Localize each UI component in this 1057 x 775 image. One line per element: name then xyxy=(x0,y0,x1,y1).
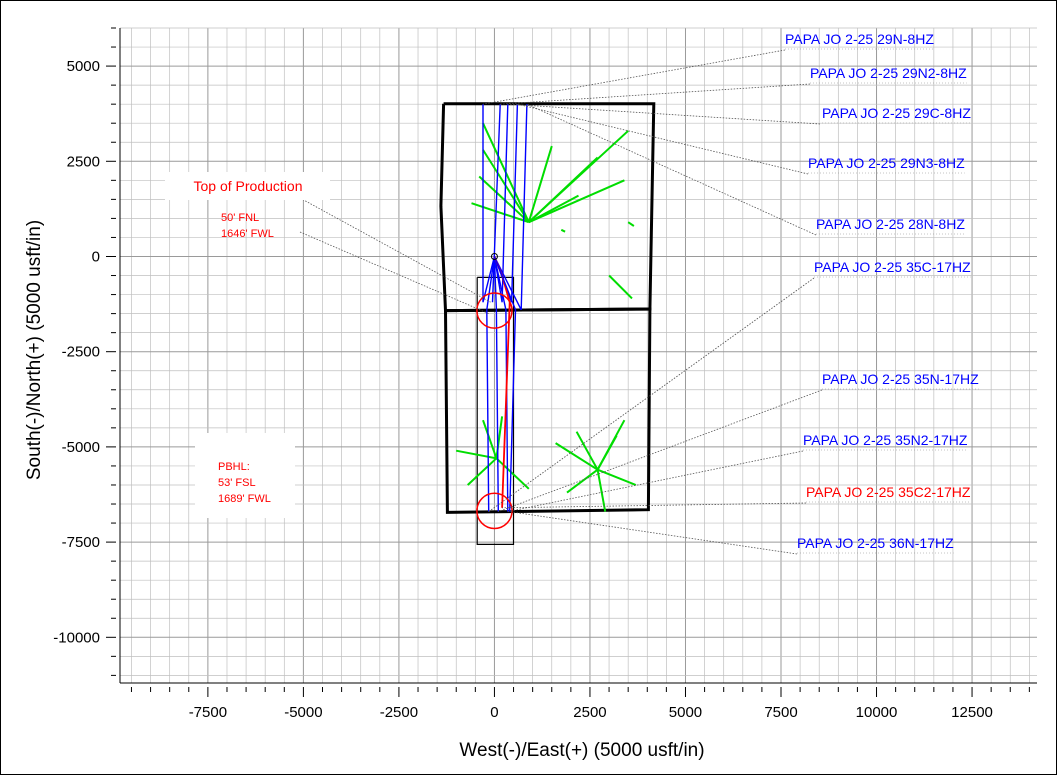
offset-well-path xyxy=(527,145,553,223)
pbhl-line: 1689' FWL xyxy=(218,493,271,505)
offset-well-path xyxy=(608,274,633,300)
well-label: PAPA JO 2-25 36N-17HZ xyxy=(797,535,954,551)
offset-well-path xyxy=(596,469,607,512)
y-tick-label: 5000 xyxy=(67,58,100,75)
section-boundary xyxy=(444,307,652,514)
pbhl-line: 53' FSL xyxy=(218,477,256,489)
section-boundaries xyxy=(439,102,656,546)
offset-well-path xyxy=(471,202,530,224)
well-path xyxy=(482,104,496,303)
top-of-production-line: 50' FNL xyxy=(221,212,259,224)
leader-line xyxy=(498,389,823,513)
top-of-production-title: Top of Production xyxy=(194,178,303,194)
leader-line xyxy=(488,277,815,512)
offset-well-path xyxy=(566,468,599,494)
well-path xyxy=(486,256,496,512)
offset-well-path xyxy=(528,156,599,223)
offset-well-path xyxy=(627,221,635,227)
x-tick-label: -2500 xyxy=(380,704,418,721)
offset-well-path xyxy=(495,457,530,490)
well-path xyxy=(493,256,509,512)
x-tick-label: 0 xyxy=(490,704,498,721)
leader-line xyxy=(299,197,491,303)
y-tick-label: -7500 xyxy=(62,534,100,551)
well-path xyxy=(493,256,499,512)
top-of-production-line: 1646' FWL xyxy=(221,228,274,240)
leader-line xyxy=(507,103,821,125)
x-tick-label: 5000 xyxy=(669,704,702,721)
pbhl-line: PBHL: xyxy=(218,461,250,473)
x-tick-label: -7500 xyxy=(189,704,227,721)
well-path xyxy=(493,256,517,512)
tick-layer: -7500 -5000 -2500 0 2500 5000 7500 10000 12500 50… xyxy=(53,27,1037,721)
offset-well-path xyxy=(555,442,599,471)
well-label: PAPA JO 2-25 29N3-8HZ xyxy=(808,155,965,171)
well-path xyxy=(491,104,501,303)
x-tick-label: 10000 xyxy=(856,704,898,721)
well-label: PAPA JO 2-25 28N-8HZ xyxy=(816,216,965,232)
note-box xyxy=(195,433,295,518)
surface-location-marker xyxy=(490,252,498,260)
x-axis-label: West(-)/East(+) (5000 usft/in) xyxy=(459,740,704,761)
target-circle xyxy=(476,292,513,329)
offset-well-path xyxy=(478,175,530,223)
grid-layer xyxy=(120,27,1037,683)
y-tick-label: 2500 xyxy=(67,153,100,170)
well-label: PAPA JO 2-25 29N-8HZ xyxy=(785,31,934,47)
well-label: PAPA JO 2-25 29N2-8HZ xyxy=(810,65,967,81)
note-box xyxy=(165,172,330,200)
y-tick-label: -5000 xyxy=(62,439,100,456)
well-label: PAPA JO 2-25 35C2-17HZ xyxy=(806,484,971,500)
well-path xyxy=(493,104,509,303)
x-tick-label: 2500 xyxy=(573,704,606,721)
well-label: PAPA JO 2-25 29C-8HZ xyxy=(822,105,971,121)
leader-line xyxy=(482,49,786,105)
y-tick-label: -10000 xyxy=(53,629,100,646)
offset-wells xyxy=(456,122,637,512)
offset-well-path xyxy=(482,419,498,459)
offset-well-path xyxy=(528,194,579,224)
leader-line xyxy=(526,103,817,236)
y-axis-label: South(-)/North(+) (5000 usft/in) xyxy=(24,220,45,480)
annotation-labels: PAPA JO 2-25 29N-8HZ PAPA JO 2-25 29N2-8H… xyxy=(165,31,979,551)
offset-well-path xyxy=(596,435,618,471)
y-tick-label: -2500 xyxy=(62,344,100,361)
x-tick-label: 7500 xyxy=(764,704,797,721)
leader-line xyxy=(517,103,809,175)
well-label: PAPA JO 2-25 35N-17HZ xyxy=(822,371,979,387)
offset-well-path xyxy=(560,228,566,233)
leader-line xyxy=(500,83,811,105)
section-boundary xyxy=(439,102,656,313)
well-label: PAPA JO 2-25 35C-17HZ xyxy=(814,259,971,275)
leader-line xyxy=(507,450,804,513)
offset-well-path xyxy=(528,179,625,224)
x-tick-label: -5000 xyxy=(284,704,322,721)
x-tick-label: 12500 xyxy=(951,704,993,721)
leader-line xyxy=(299,231,489,314)
y-tick-label: 0 xyxy=(92,248,100,265)
well-path xyxy=(493,104,528,311)
leader-line xyxy=(509,511,798,555)
offset-well-path xyxy=(597,468,637,486)
leader-line xyxy=(502,502,807,509)
offset-well-path xyxy=(575,431,599,471)
leader-lines xyxy=(299,48,979,555)
well-paths xyxy=(476,104,528,530)
offset-well-path xyxy=(467,457,498,486)
well-label: PAPA JO 2-25 35N2-17HZ xyxy=(803,432,968,448)
